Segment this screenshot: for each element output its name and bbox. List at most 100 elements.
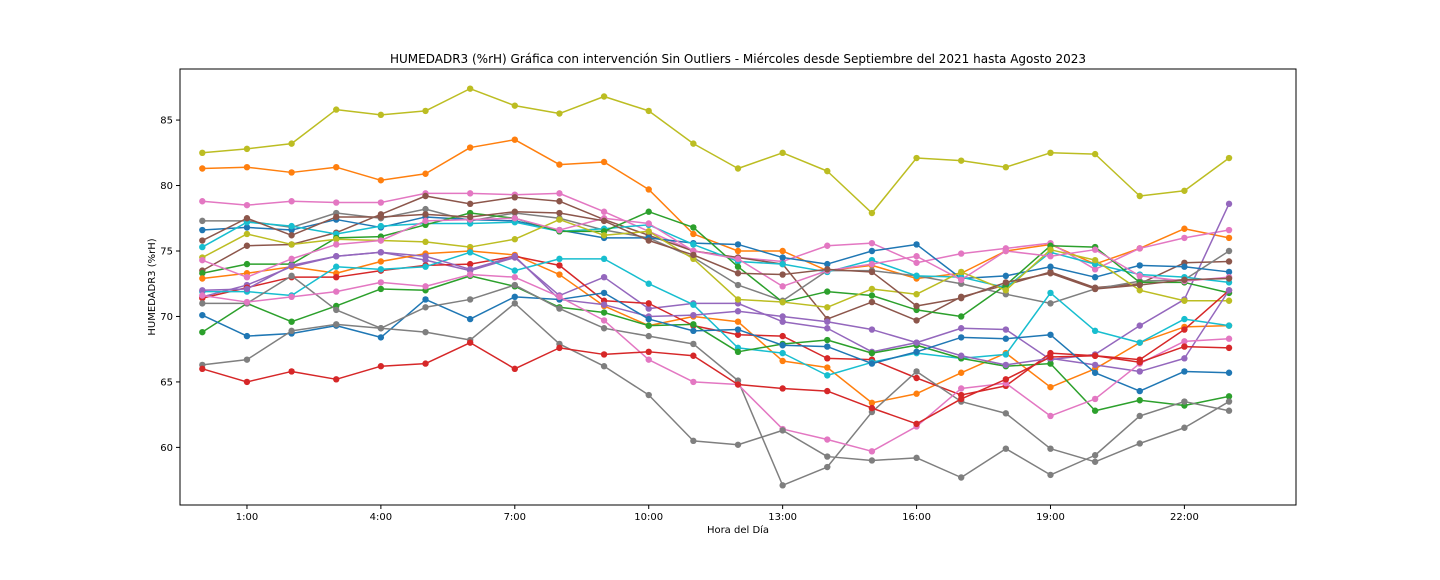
x-tick-label: 19:00 — [1036, 512, 1065, 523]
data-point — [422, 192, 429, 200]
series-line — [202, 251, 1230, 373]
data-point — [333, 213, 340, 221]
series-22 — [199, 339, 1233, 428]
data-point — [199, 237, 206, 244]
data-point — [1181, 368, 1188, 375]
data-point — [868, 209, 876, 217]
data-point — [556, 216, 563, 223]
data-point — [199, 256, 206, 264]
data-point — [1181, 326, 1188, 333]
data-point — [690, 321, 697, 328]
data-point — [1002, 445, 1010, 452]
data-point — [1225, 287, 1233, 294]
data-point — [913, 348, 920, 356]
data-point — [1136, 281, 1143, 289]
data-point — [1047, 289, 1054, 297]
data-point — [556, 226, 563, 234]
data-point — [868, 298, 876, 306]
data-point — [868, 404, 876, 412]
data-point — [645, 300, 652, 307]
data-point — [1091, 458, 1099, 465]
data-point — [734, 263, 742, 270]
data-point — [958, 250, 965, 257]
data-point — [824, 372, 831, 379]
data-point — [556, 161, 563, 168]
data-point — [779, 271, 786, 278]
data-point — [645, 208, 652, 215]
data-point — [333, 164, 340, 171]
data-point — [734, 348, 742, 356]
data-point — [1181, 187, 1188, 194]
data-point — [466, 200, 474, 208]
plot-area — [179, 68, 1297, 506]
data-point — [779, 342, 786, 349]
data-point — [377, 177, 385, 184]
series-line — [202, 275, 1230, 487]
data-point — [824, 453, 831, 460]
data-point — [913, 154, 920, 162]
data-point — [734, 441, 742, 448]
data-point — [1091, 452, 1099, 459]
data-point — [1225, 297, 1233, 304]
data-point — [600, 255, 608, 263]
data-point — [1136, 368, 1143, 375]
data-point — [734, 255, 742, 263]
data-point — [466, 260, 474, 268]
data-point — [556, 255, 563, 263]
data-point — [779, 298, 786, 306]
data-point — [600, 363, 608, 370]
data-point — [1002, 272, 1010, 280]
data-point — [466, 190, 474, 197]
data-point — [466, 296, 474, 303]
data-point — [1047, 471, 1054, 479]
y-tick-label: 65 — [160, 377, 173, 388]
data-point — [958, 369, 965, 376]
data-point — [913, 302, 920, 310]
data-point — [645, 332, 652, 340]
data-point — [1047, 263, 1054, 270]
data-point — [1091, 395, 1099, 403]
data-point — [645, 186, 652, 193]
data-point — [1225, 275, 1233, 282]
data-point — [779, 260, 786, 268]
data-point — [1225, 154, 1233, 162]
data-point — [1002, 361, 1010, 369]
y-tick-label: 85 — [160, 116, 173, 127]
data-point — [1225, 398, 1233, 405]
data-point — [243, 356, 251, 363]
data-point — [690, 352, 697, 359]
data-point — [913, 241, 920, 248]
data-point — [466, 85, 474, 92]
data-point — [1181, 315, 1188, 323]
data-point — [645, 107, 652, 115]
data-point — [958, 325, 965, 332]
data-point — [199, 275, 206, 282]
data-point — [422, 304, 429, 311]
x-tick-label: 7:00 — [504, 512, 526, 523]
data-point — [734, 241, 742, 248]
data-point — [1002, 164, 1010, 171]
data-point — [556, 271, 563, 278]
x-tick-label: 13:00 — [768, 512, 797, 523]
data-point — [779, 149, 786, 156]
data-point — [645, 220, 652, 227]
data-point — [958, 334, 965, 341]
data-point — [511, 208, 518, 215]
data-point — [824, 387, 831, 395]
data-point — [690, 224, 697, 231]
series-line — [201, 210, 1230, 307]
data-point — [958, 294, 965, 302]
data-point — [377, 363, 385, 370]
data-point — [600, 351, 608, 358]
data-point — [958, 395, 965, 403]
data-point — [600, 289, 608, 297]
data-point — [511, 194, 518, 201]
y-tick-label: 80 — [160, 181, 173, 192]
data-point — [1091, 361, 1099, 369]
data-point — [690, 311, 697, 319]
data-point — [690, 327, 697, 335]
data-point — [600, 217, 608, 225]
data-point — [600, 301, 608, 308]
data-point — [422, 211, 429, 218]
data-point — [199, 300, 206, 307]
